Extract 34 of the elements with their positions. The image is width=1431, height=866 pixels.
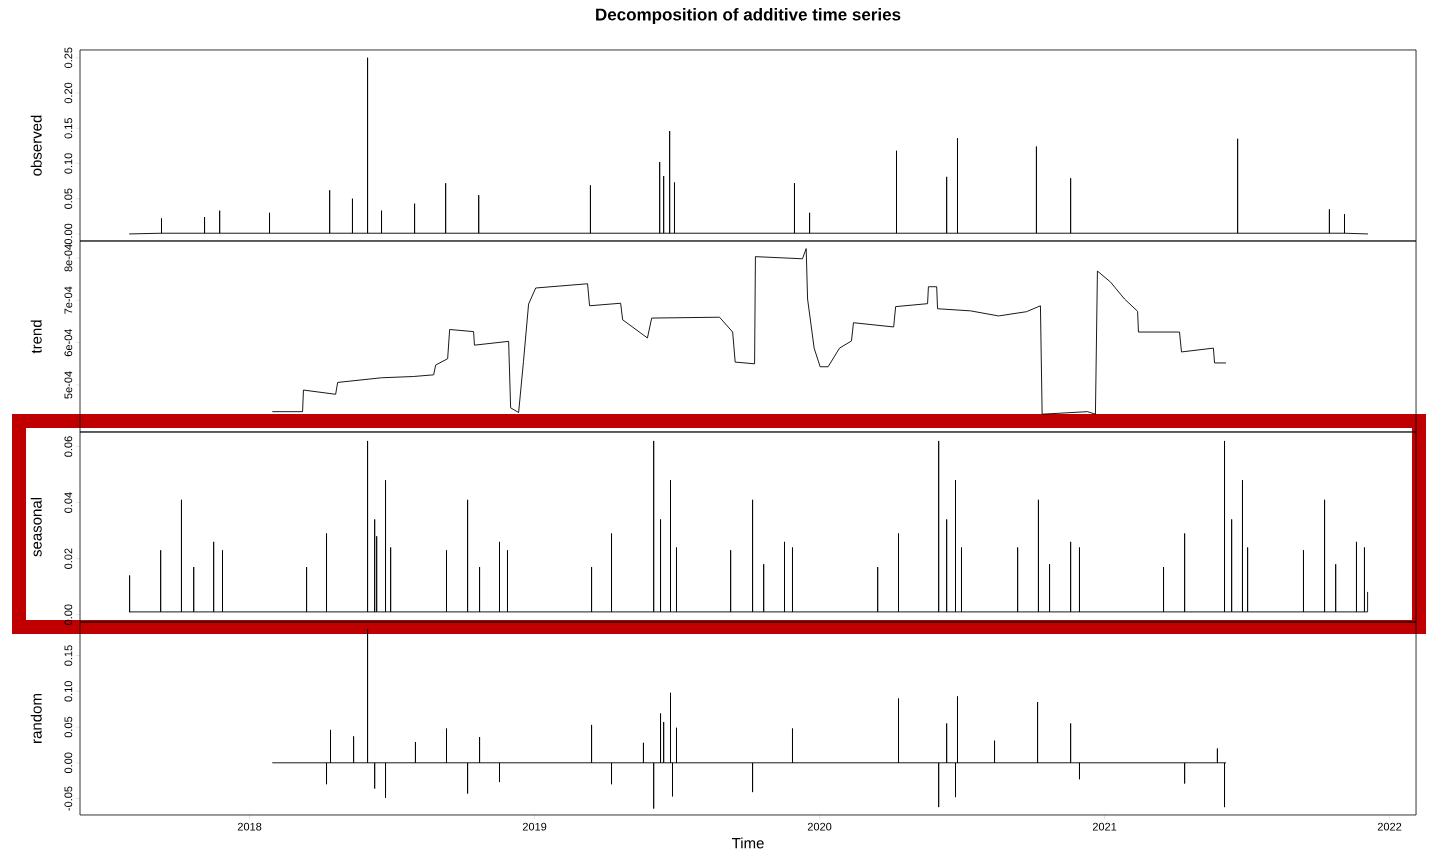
y-tick-label: 0.02 [64,548,73,569]
y-tick-label: 0.25 [64,47,73,69]
line-series [129,57,1369,235]
x-tick-label: 2019 [522,822,547,831]
y-tick-label: 0.05 [64,188,73,209]
y-axis-title: seasonal [30,497,42,557]
y-tick-label: 0.04 [64,492,73,513]
y-tick-label: 8e-04 [64,244,73,272]
y-tick-label: 0.05 [64,716,73,738]
y-tick-label: 0.20 [64,82,73,104]
y-tick-label: 0.10 [64,153,73,174]
y-axis-title: trend [30,320,42,354]
y-tick-label: 0.00 [64,223,73,245]
y-axis-title: observed [30,115,42,176]
line-series [272,248,1227,415]
y-tick-label: 0.15 [64,117,73,139]
x-axis-title: Time [731,837,764,849]
y-tick-label: -0.05 [64,786,73,811]
y-tick-label: 0.00 [64,752,73,774]
y-axis-title: random [30,694,42,743]
x-tick-label: 2018 [237,822,262,831]
line-series [272,628,1227,809]
x-tick-label: 2021 [1092,822,1117,831]
y-tick-label: 6e-04 [64,328,73,357]
x-tick-label: 2022 [1377,822,1402,831]
y-tick-label: 0.15 [64,645,73,666]
x-tick-label: 2020 [807,822,832,831]
chart-title: Decomposition of additive time series [596,8,901,24]
y-tick-label: 5e-04 [64,371,73,399]
y-tick-label: 0.10 [64,681,73,702]
line-series [129,440,1369,613]
y-tick-label: 0.06 [64,436,73,457]
y-tick-label: 0.00 [64,604,73,625]
y-tick-label: 7e-04 [64,286,73,314]
